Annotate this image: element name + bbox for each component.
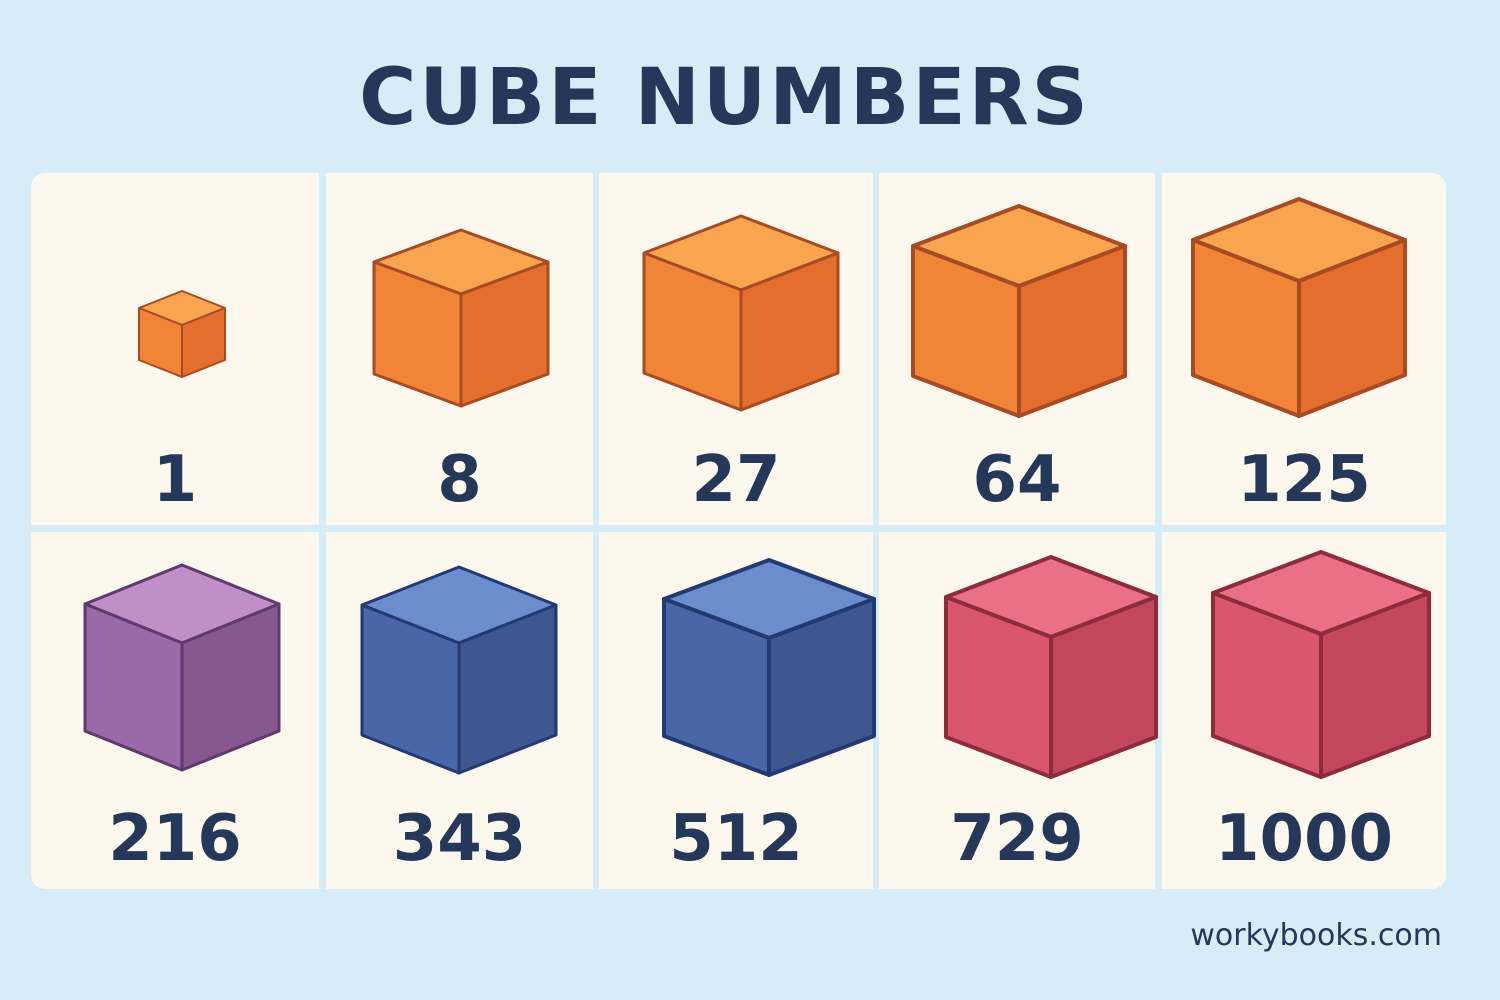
cube-right-face <box>1319 591 1431 779</box>
blue-cube-icon <box>662 558 876 777</box>
cube-value: 8 <box>437 443 482 517</box>
cube-value: 125 <box>1237 443 1371 517</box>
cube-card: 343 <box>326 532 593 889</box>
cube-value: 1000 <box>1214 802 1394 876</box>
cube-right-face <box>459 260 550 408</box>
cube-card: 729 <box>879 532 1158 889</box>
cube-card: 512 <box>599 532 876 889</box>
orange-cube-icon <box>1191 197 1407 418</box>
cube-card: 1 <box>31 173 319 525</box>
cube-value: 64 <box>972 443 1062 517</box>
cube-grid: 1 8 27 64 125 216 343 512 729 1000 <box>31 173 1446 889</box>
cube-value: 512 <box>669 802 803 876</box>
cube-value: 216 <box>108 802 242 876</box>
cube-right-face <box>1049 595 1158 779</box>
cube-value: 27 <box>691 443 781 517</box>
cube-right-face <box>767 597 876 777</box>
cube-right-face <box>181 307 226 378</box>
orange-cube-icon <box>642 214 840 412</box>
red-cube-icon <box>1211 550 1431 779</box>
cube-card: 216 <box>31 532 319 889</box>
cube-right-face <box>1297 238 1407 418</box>
cube-right-face <box>457 603 558 775</box>
purple-cube-icon <box>83 563 281 772</box>
red-cube-icon <box>944 555 1158 779</box>
blue-cube-icon <box>360 565 558 775</box>
cube-value: 343 <box>392 802 527 876</box>
orange-cube-icon <box>372 228 550 408</box>
cube-card: 125 <box>1162 173 1446 525</box>
orange-cube-icon <box>138 290 226 378</box>
cube-card: 27 <box>599 173 873 525</box>
site-credit: workybooks.com <box>1190 918 1442 953</box>
cube-right-face <box>1017 244 1127 418</box>
page-title: CUBE NUMBERS <box>359 53 1091 143</box>
cube-value: 1 <box>152 443 198 517</box>
cube-card: 8 <box>326 173 593 525</box>
cube-card: 64 <box>879 173 1155 525</box>
cube-card: 1000 <box>1162 532 1446 889</box>
cube-value: 729 <box>950 802 1084 876</box>
cube-right-face <box>739 251 840 412</box>
orange-cube-icon <box>911 204 1127 418</box>
cube-right-face <box>180 602 281 772</box>
